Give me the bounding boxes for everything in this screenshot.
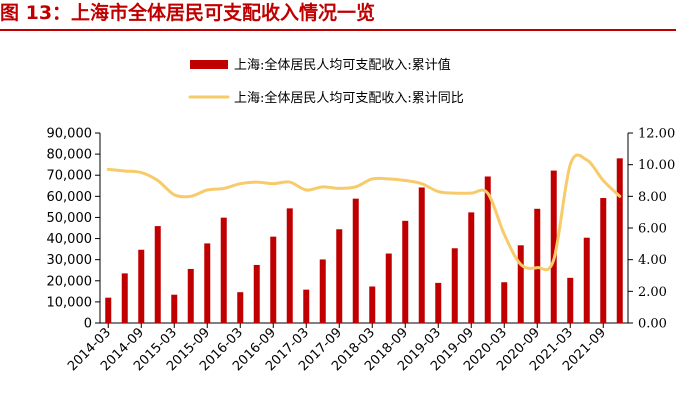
y-right-tick-label: 8.00 — [638, 190, 667, 205]
bar — [171, 294, 178, 323]
bar — [583, 237, 590, 323]
bar — [451, 248, 458, 323]
bar — [501, 282, 508, 323]
y-right-tick-label: 4.00 — [638, 253, 667, 268]
legend: 上海:全体居民人均可支配收入:累计值 上海:全体居民人均可支配收入:累计同比 — [188, 57, 464, 106]
y-left-tick-label: 50,000 — [47, 211, 93, 226]
legend-bar-swatch — [190, 60, 228, 69]
bar — [187, 268, 194, 323]
y-right-tick-label: 0.00 — [638, 317, 667, 332]
y-left-tick-label: 10,000 — [47, 295, 93, 310]
y-left-tick-label: 0 — [84, 317, 92, 332]
y-left-tick-label: 30,000 — [47, 253, 93, 268]
bar — [270, 236, 277, 323]
bar — [105, 297, 112, 323]
bar — [402, 220, 409, 323]
bar — [352, 198, 359, 323]
bar — [138, 249, 145, 323]
bar — [600, 198, 607, 323]
bar — [369, 286, 376, 323]
y-right-tick-label: 2.00 — [638, 285, 667, 300]
bar — [468, 212, 475, 323]
legend-bar-label: 上海:全体居民人均可支配收入:累计值 — [234, 57, 451, 73]
y-right-tick-label: 6.00 — [638, 222, 667, 237]
bar — [418, 187, 425, 323]
title-rule — [0, 29, 676, 31]
bar — [534, 208, 541, 323]
figure-title: 图 13：上海市全体居民可支配收入情况一览 — [0, 2, 376, 24]
bar — [121, 273, 128, 323]
y-left-tick-label: 60,000 — [47, 190, 93, 205]
bar — [567, 277, 574, 323]
line-series — [106, 153, 622, 272]
y-left-tick-label: 40,000 — [47, 232, 93, 247]
bar — [220, 217, 227, 323]
y-left-tick-label: 70,000 — [47, 169, 93, 184]
bar — [286, 208, 293, 323]
legend-line-label: 上海:全体居民人均可支配收入:累计同比 — [234, 90, 464, 106]
y-right-tick-label: 10.00 — [638, 158, 675, 173]
bar — [616, 158, 623, 323]
yoy-line — [106, 153, 622, 272]
bar — [253, 264, 260, 323]
y-left-tick-label: 20,000 — [47, 274, 93, 289]
bar — [303, 289, 310, 323]
bar — [204, 243, 211, 323]
bar — [517, 245, 524, 323]
bar-series — [105, 158, 623, 323]
bar — [435, 282, 442, 323]
bar — [385, 253, 392, 323]
y-left-tick-label: 80,000 — [47, 148, 93, 163]
bar — [237, 292, 244, 323]
bar — [336, 229, 343, 323]
y-right-tick-label: 12.00 — [638, 127, 675, 142]
bar — [154, 226, 161, 323]
bar — [484, 176, 491, 323]
bar — [319, 259, 326, 323]
y-left-tick-label: 90,000 — [47, 127, 93, 142]
bar — [550, 170, 557, 323]
